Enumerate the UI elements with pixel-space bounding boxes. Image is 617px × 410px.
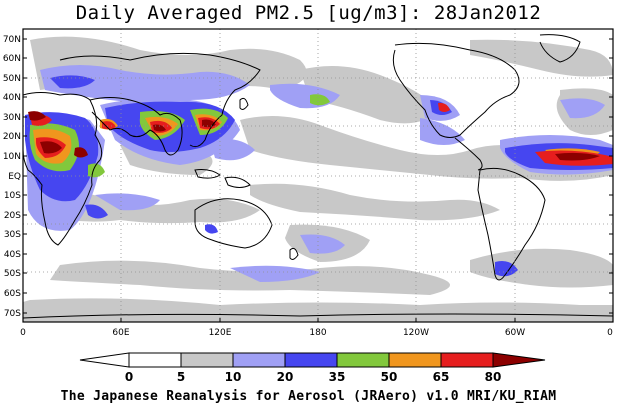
- lat-label: 70S: [4, 309, 21, 319]
- colorbar-over-arrow: [492, 352, 546, 368]
- lon-label: 0: [20, 328, 26, 338]
- lat-label: 50N: [3, 74, 21, 84]
- colorbar-cell: [440, 352, 494, 368]
- lat-label: 60N: [3, 54, 21, 64]
- lon-label: 60W: [505, 328, 525, 338]
- colorbar-label: 0: [125, 370, 133, 384]
- colorbar-cell: [284, 352, 338, 368]
- colorbar-label: 5: [177, 370, 185, 384]
- lat-label: 30N: [3, 113, 21, 123]
- lat-label: 20N: [3, 132, 21, 142]
- lon-label: 60E: [112, 328, 129, 338]
- latitude-labels: 70N 60N 50N 40N 30N 20N 10N EQ 10S 20S 3…: [3, 35, 21, 319]
- lon-label: 120W: [403, 328, 429, 338]
- colorbar-label: 35: [329, 370, 346, 384]
- axis-ticks: [22, 38, 614, 322]
- colorbar-label: 10: [225, 370, 242, 384]
- lat-label: 50S: [4, 269, 21, 279]
- colorbar-cell: [232, 352, 286, 368]
- lat-label: 10N: [3, 152, 21, 162]
- colorbar-cell: [180, 352, 234, 368]
- lat-label: 10S: [4, 191, 21, 201]
- lat-label: 40N: [3, 93, 21, 103]
- lat-label: 40S: [4, 250, 21, 260]
- colorbar-cell: [336, 352, 390, 368]
- graticule: [23, 29, 613, 322]
- lon-label: 180: [309, 328, 326, 338]
- lon-label: 0: [607, 328, 613, 338]
- colorbar-cell: [128, 352, 182, 368]
- lat-label: EQ: [8, 172, 21, 182]
- lat-label: 30S: [4, 230, 21, 240]
- longitude-labels: 0 60E 120E 180 120W 60W 0: [20, 328, 613, 338]
- colorbar-label: 50: [381, 370, 398, 384]
- lat-label: 70N: [3, 35, 21, 45]
- colorbar-label: 80: [485, 370, 502, 384]
- colorbar-cell: [388, 352, 442, 368]
- pm25-concentration-field: [23, 36, 613, 322]
- coastlines: [23, 34, 613, 319]
- lon-label: 120E: [209, 328, 232, 338]
- colorbar-under-arrow: [79, 352, 130, 368]
- lat-label: 20S: [4, 211, 21, 221]
- credit-line: The Japanese Reanalysis for Aerosol (JRA…: [60, 389, 557, 404]
- map-title: Daily Averaged PM2.5 [ug/m3]: 28Jan2012: [75, 2, 542, 24]
- colorbar-label: 20: [277, 370, 294, 384]
- lat-label: 60S: [4, 289, 21, 299]
- colorbar-label: 65: [433, 370, 450, 384]
- colorbar: 0 5 10 20 35 50 65 80: [79, 352, 546, 384]
